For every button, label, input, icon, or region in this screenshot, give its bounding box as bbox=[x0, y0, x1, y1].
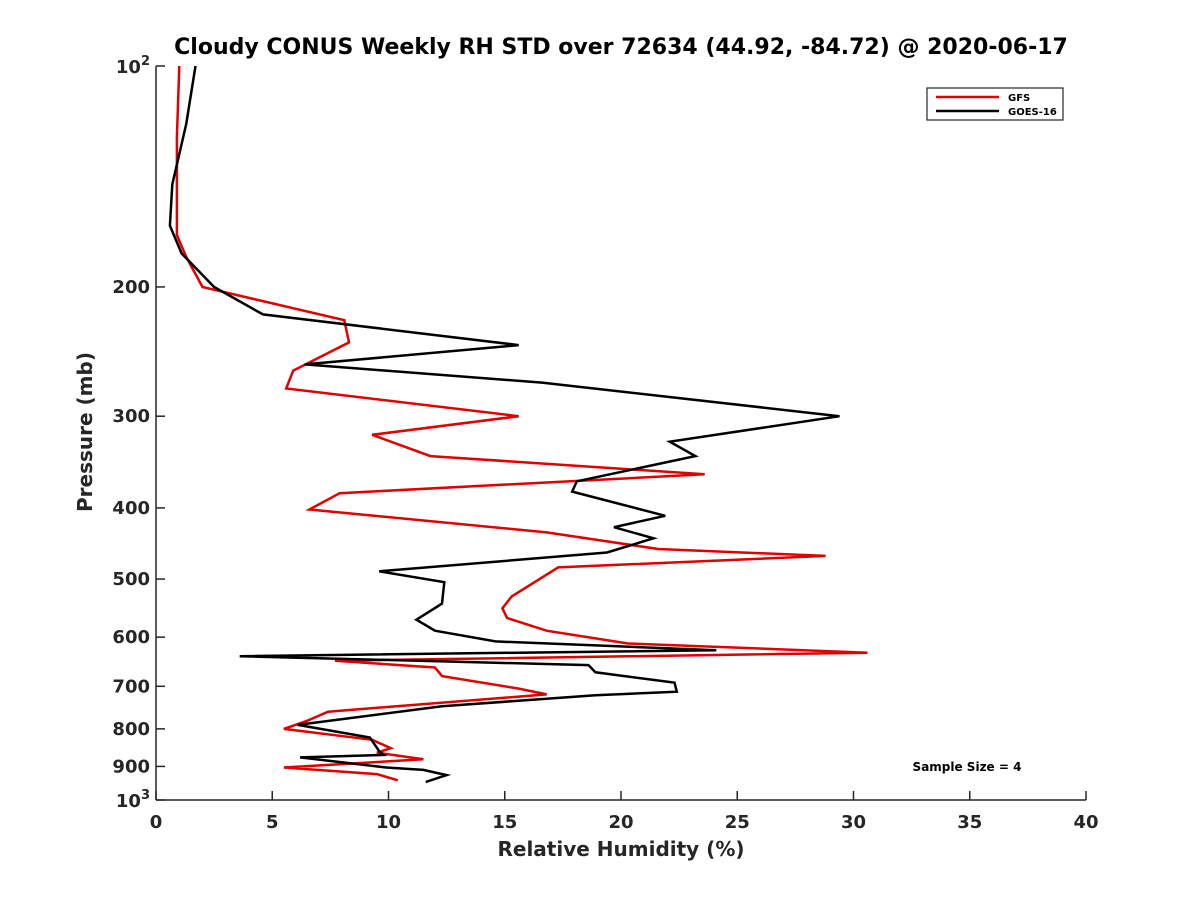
y-tick-label: 102 bbox=[116, 54, 150, 78]
x-tick-group: 0 5 10 15 20 25 30 35 40 bbox=[150, 791, 1099, 833]
axes-layer bbox=[155, 66, 1086, 801]
series-layer bbox=[168, 65, 868, 784]
series-line-gfs bbox=[175, 65, 868, 782]
y-tick-label: 900 bbox=[112, 756, 150, 777]
y-axis-title: Pressure (mb) bbox=[73, 352, 97, 512]
x-tick-label: 25 bbox=[725, 812, 750, 833]
sample-size-annotation: Sample Size = 4 bbox=[913, 760, 1022, 774]
x-tick-label: 10 bbox=[376, 812, 401, 833]
x-tick-label: 20 bbox=[608, 812, 633, 833]
x-tick-label: 40 bbox=[1073, 812, 1098, 833]
x-tick-label: 5 bbox=[266, 812, 279, 833]
y-tick-label: 400 bbox=[112, 498, 150, 519]
y-tick-label: 600 bbox=[112, 627, 150, 648]
y-tick-label: 200 bbox=[112, 277, 150, 298]
series-line-goes16 bbox=[168, 65, 840, 784]
legend-label-gfs: GFS bbox=[1008, 93, 1030, 104]
x-tick-label: 0 bbox=[150, 812, 163, 833]
y-tick-label: 300 bbox=[112, 406, 150, 427]
chart-title: Cloudy CONUS Weekly RH STD over 72634 (4… bbox=[174, 35, 1068, 60]
legend: GFS GOES-16 bbox=[926, 87, 1064, 121]
plot-area: 0 5 10 15 20 25 30 35 40 102 200 300 400 500 600 700 80… bbox=[112, 54, 1098, 833]
x-axis-title: Relative Humidity (%) bbox=[497, 837, 744, 861]
x-tick-label: 15 bbox=[492, 812, 517, 833]
y-tick-label: 800 bbox=[112, 719, 150, 740]
x-tick-label: 35 bbox=[957, 812, 982, 833]
x-tick-label: 30 bbox=[841, 812, 866, 833]
y-tick-label: 103 bbox=[116, 788, 150, 812]
legend-box bbox=[926, 87, 1064, 121]
y-tick-label: 500 bbox=[112, 569, 150, 590]
y-tick-label: 700 bbox=[112, 676, 150, 697]
legend-label-goes16: GOES-16 bbox=[1008, 107, 1057, 118]
y-tick-group: 102 200 300 400 500 600 700 800 900 103 bbox=[112, 54, 165, 812]
